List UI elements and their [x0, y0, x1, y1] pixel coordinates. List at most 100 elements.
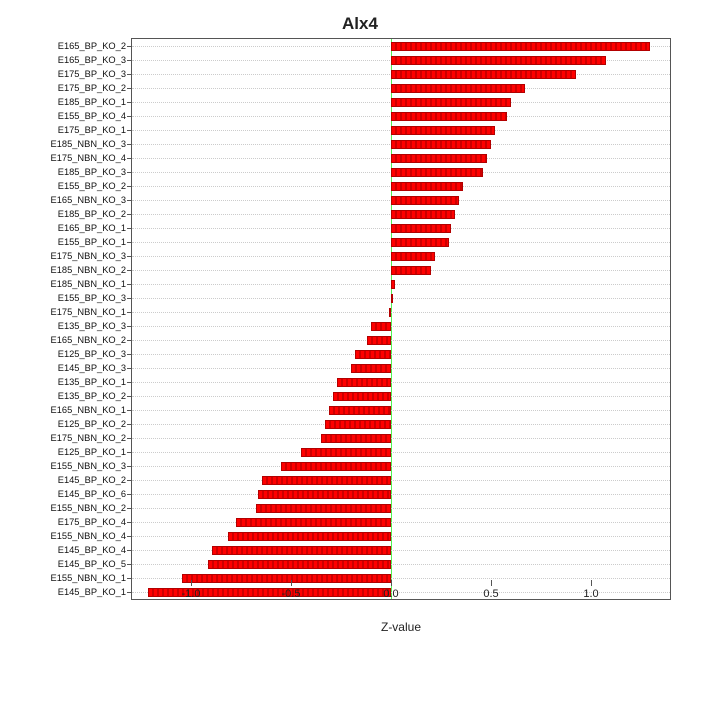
bar-e155_bp_ko_1[interactable]	[391, 238, 449, 247]
bar-e165_nbn_ko_1[interactable]	[329, 406, 391, 415]
ytick-label-e165_nbn_ko_1: E165_NBN_KO_1	[51, 405, 132, 415]
chart-row: E135_BP_KO_1	[132, 375, 670, 390]
bar-e185_bp_ko_1[interactable]	[391, 98, 511, 107]
bar-e155_nbn_ko_2[interactable]	[256, 504, 391, 513]
gridline	[132, 424, 670, 425]
bar-e125_bp_ko_2[interactable]	[325, 420, 391, 429]
ytick-mark	[127, 284, 132, 285]
bar-e155_bp_ko_2[interactable]	[391, 182, 463, 191]
gridline	[132, 298, 670, 299]
bar-e185_nbn_ko_3[interactable]	[391, 140, 491, 149]
bar-e155_nbn_ko_3[interactable]	[281, 462, 391, 471]
bar-e165_nbn_ko_2[interactable]	[367, 336, 391, 345]
chart-row: E125_BP_KO_3	[132, 347, 670, 362]
ytick-mark	[127, 340, 132, 341]
x-axis-title: Z-value	[131, 620, 671, 634]
bar-e135_bp_ko_2[interactable]	[333, 392, 391, 401]
bar-e155_bp_ko_4[interactable]	[391, 112, 507, 121]
bar-e125_bp_ko_1[interactable]	[301, 448, 391, 457]
ytick-mark	[127, 480, 132, 481]
chart-row: E175_BP_KO_4	[132, 515, 670, 530]
ytick-label-e145_bp_ko_2: E145_BP_KO_2	[58, 475, 132, 485]
bar-e175_nbn_ko_4[interactable]	[391, 154, 487, 163]
bar-e165_nbn_ko_3[interactable]	[391, 196, 459, 205]
chart-row: E175_BP_KO_2	[132, 81, 670, 96]
ytick-label-e185_bp_ko_2: E185_BP_KO_2	[58, 209, 132, 219]
bar-e135_bp_ko_3[interactable]	[371, 322, 391, 331]
bar-e155_nbn_ko_4[interactable]	[228, 532, 391, 541]
ytick-label-e175_nbn_ko_1: E175_NBN_KO_1	[51, 307, 132, 317]
ytick-label-e125_bp_ko_1: E125_BP_KO_1	[58, 447, 132, 457]
xtick-mark-0	[391, 580, 392, 586]
ytick-mark	[127, 88, 132, 89]
bar-e185_nbn_ko_1[interactable]	[391, 280, 395, 289]
ytick-label-e145_bp_ko_3: E145_BP_KO_3	[58, 363, 132, 373]
bar-e165_bp_ko_1[interactable]	[391, 224, 451, 233]
bar-e175_bp_ko_3[interactable]	[391, 70, 576, 79]
xtick-mark-1	[591, 580, 592, 586]
bar-e145_bp_ko_5[interactable]	[208, 560, 391, 569]
bar-e185_nbn_ko_2[interactable]	[391, 266, 431, 275]
ytick-label-e155_bp_ko_2: E155_BP_KO_2	[58, 181, 132, 191]
gridline	[132, 438, 670, 439]
ytick-mark	[127, 46, 132, 47]
bar-e175_bp_ko_1[interactable]	[391, 126, 495, 135]
bar-e175_bp_ko_2[interactable]	[391, 84, 525, 93]
ytick-mark	[127, 60, 132, 61]
bar-e175_nbn_ko_3[interactable]	[391, 252, 435, 261]
bar-e125_bp_ko_3[interactable]	[355, 350, 391, 359]
xtick-mark--0.5	[291, 580, 292, 586]
ytick-label-e145_bp_ko_6: E145_BP_KO_6	[58, 489, 132, 499]
xtick-mark--1	[191, 580, 192, 586]
ytick-label-e175_nbn_ko_4: E175_NBN_KO_4	[51, 153, 132, 163]
bar-e145_bp_ko_2[interactable]	[262, 476, 392, 485]
ytick-label-e145_bp_ko_4: E145_BP_KO_4	[58, 545, 132, 555]
ytick-mark	[127, 410, 132, 411]
chart-row: E155_NBN_KO_2	[132, 501, 670, 516]
ytick-label-e125_bp_ko_3: E125_BP_KO_3	[58, 349, 132, 359]
chart-row: E145_BP_KO_4	[132, 543, 670, 558]
ytick-mark	[127, 298, 132, 299]
bar-e175_bp_ko_4[interactable]	[236, 518, 391, 527]
ytick-mark	[127, 270, 132, 271]
chart-row: E175_NBN_KO_1	[132, 305, 670, 320]
gridline	[132, 368, 670, 369]
ytick-mark	[127, 326, 132, 327]
chart-row: E175_BP_KO_3	[132, 67, 670, 82]
bar-e165_bp_ko_3[interactable]	[391, 56, 606, 65]
bar-e135_bp_ko_1[interactable]	[337, 378, 391, 387]
ytick-mark	[127, 158, 132, 159]
bar-e185_bp_ko_3[interactable]	[391, 168, 483, 177]
ytick-mark	[127, 466, 132, 467]
bar-e155_bp_ko_3[interactable]	[391, 294, 393, 303]
ytick-label-e165_bp_ko_3: E165_BP_KO_3	[58, 55, 132, 65]
chart-row: E165_NBN_KO_1	[132, 403, 670, 418]
ytick-label-e155_bp_ko_4: E155_BP_KO_4	[58, 111, 132, 121]
gridline	[132, 466, 670, 467]
bar-e175_nbn_ko_1[interactable]	[389, 308, 391, 317]
ytick-mark	[127, 242, 132, 243]
bar-e185_bp_ko_2[interactable]	[391, 210, 455, 219]
bar-e165_bp_ko_2[interactable]	[391, 42, 650, 51]
chart-row: E145_BP_KO_3	[132, 361, 670, 376]
ytick-label-e185_bp_ko_1: E185_BP_KO_1	[58, 97, 132, 107]
gridline	[132, 312, 670, 313]
plot-area: E165_BP_KO_2 E165_BP_KO_3 E175_BP_KO_3 E175…	[131, 38, 671, 600]
bar-e145_bp_ko_6[interactable]	[258, 490, 392, 499]
chart-row: E185_NBN_KO_2	[132, 263, 670, 278]
ytick-label-e175_bp_ko_4: E175_BP_KO_4	[58, 517, 132, 527]
ytick-label-e125_bp_ko_2: E125_BP_KO_2	[58, 419, 132, 429]
bar-e145_bp_ko_4[interactable]	[212, 546, 391, 555]
bar-e145_bp_ko_3[interactable]	[351, 364, 391, 373]
chart-row: E165_BP_KO_2	[132, 39, 670, 54]
chart-row: E155_BP_KO_2	[132, 179, 670, 194]
bar-e175_nbn_ko_2[interactable]	[321, 434, 391, 443]
chart-title: Alx4	[0, 0, 720, 38]
xtick-label--1: -1.0	[182, 588, 201, 600]
ytick-mark	[127, 536, 132, 537]
ytick-mark	[127, 354, 132, 355]
ytick-label-e165_nbn_ko_3: E165_NBN_KO_3	[51, 195, 132, 205]
ytick-mark	[127, 74, 132, 75]
ytick-label-e165_bp_ko_1: E165_BP_KO_1	[58, 223, 132, 233]
chart-row: E185_BP_KO_2	[132, 207, 670, 222]
